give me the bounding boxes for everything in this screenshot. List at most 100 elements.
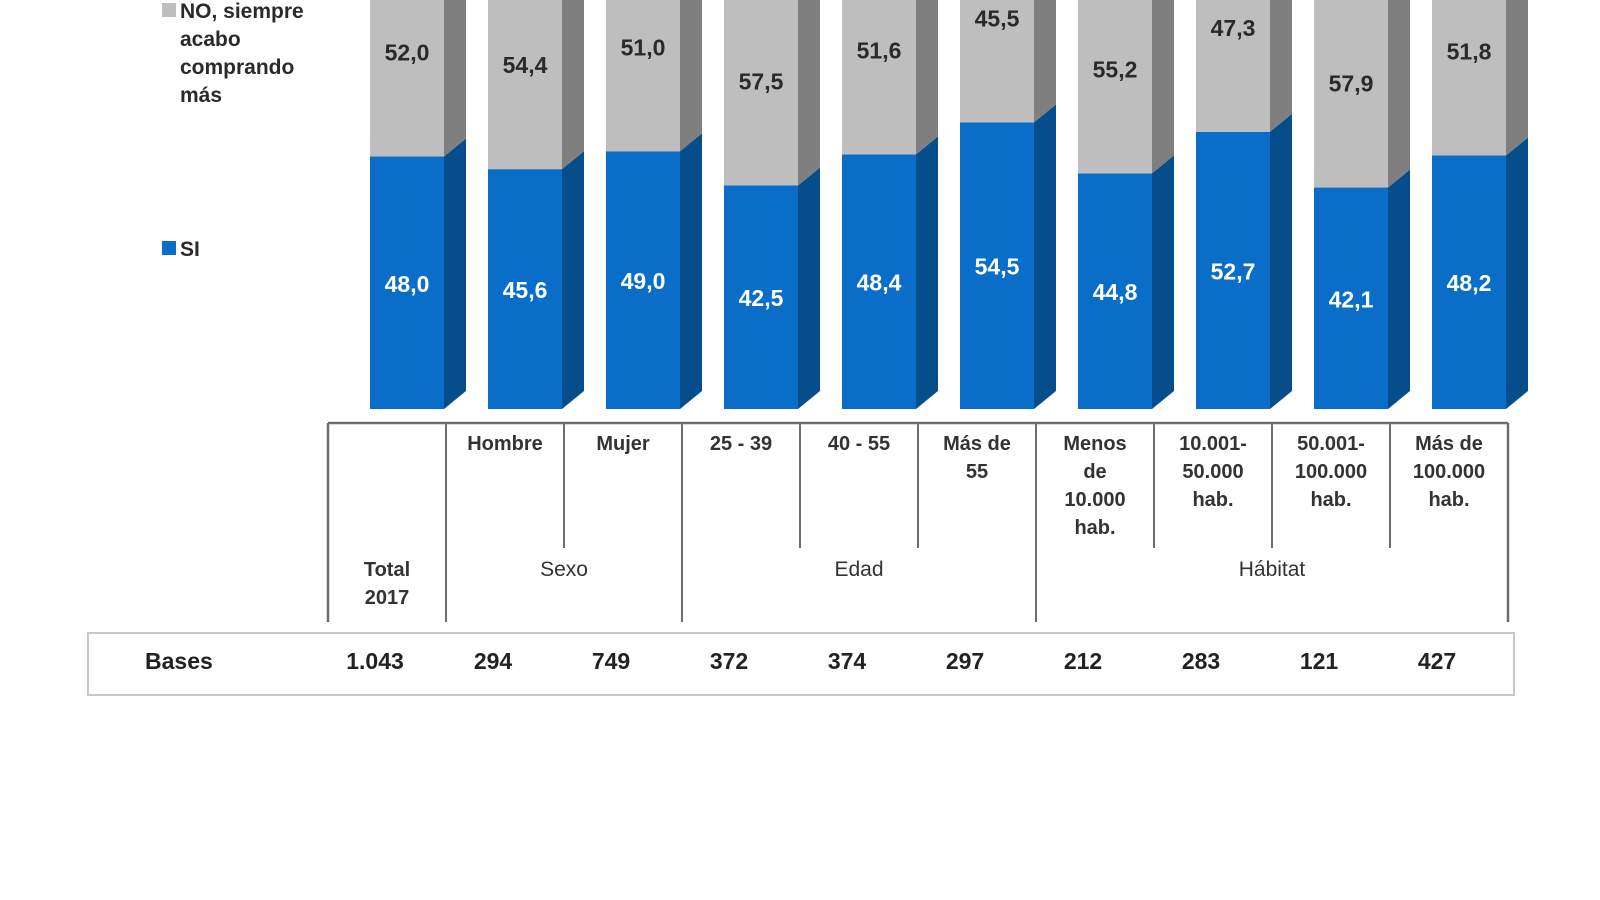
bar-si — [1078, 173, 1152, 409]
bar-side-no — [1270, 0, 1292, 132]
data-label-si: 52,7 — [1211, 258, 1256, 284]
category-label-line: 100.000 — [1294, 461, 1368, 483]
data-label-no: 55,2 — [1093, 56, 1138, 82]
bar-side-si — [1506, 137, 1528, 409]
group-label-edad: Edad — [834, 558, 884, 581]
bar-si — [1432, 155, 1506, 409]
bar-si — [488, 169, 562, 409]
category-label-line: hab. — [1192, 489, 1234, 511]
bar-side-no — [680, 0, 702, 152]
bar-si — [1196, 131, 1270, 409]
bar-no — [842, 0, 916, 155]
data-label-si: 45,6 — [503, 277, 548, 303]
bar-no — [1196, 0, 1270, 132]
group-label-habitat: Hábitat — [1238, 558, 1306, 581]
bar-side-no — [1152, 0, 1174, 174]
bar-side-no — [916, 0, 938, 155]
data-label-si: 54,5 — [975, 254, 1020, 280]
category-label: Total 2017 — [328, 556, 446, 612]
base-value: 283 — [1181, 648, 1221, 674]
category-label-line: 10.000 — [1064, 489, 1126, 511]
data-label-no: 47,3 — [1211, 15, 1256, 41]
category-label: 50.001- 100.000 hab. — [1272, 430, 1390, 514]
category-label-line: Más de — [943, 433, 1011, 455]
data-label-si: 42,1 — [1329, 286, 1374, 312]
category-label-line: Menos — [1063, 433, 1127, 455]
bar-side-si — [680, 133, 702, 409]
base-value: 212 — [1063, 648, 1103, 674]
category-label: 25 - 39 — [682, 430, 800, 458]
base-value: 294 — [473, 648, 513, 674]
data-label-si: 44,8 — [1093, 279, 1138, 305]
category-label-line: de — [1083, 461, 1107, 483]
bar-no — [606, 0, 680, 152]
bar-no — [370, 0, 444, 157]
data-label-no: 57,5 — [739, 68, 784, 94]
category-label-line: hab. — [1428, 489, 1470, 511]
bar-side-no — [444, 0, 466, 157]
category-label-line: 2017 — [364, 587, 410, 609]
base-value: 427 — [1417, 648, 1457, 674]
bar-side-si — [798, 167, 820, 409]
bar-side-si — [916, 136, 938, 409]
category-label-line: 50.000 — [1182, 461, 1244, 483]
bar-no — [1078, 0, 1152, 174]
bar-si — [960, 122, 1034, 409]
data-label-no: 54,4 — [503, 52, 548, 78]
category-label-line: 10.001- — [1179, 433, 1247, 455]
bases-row — [87, 632, 1515, 696]
legend-label-no: NO, siempre acabo comprando más — [180, 0, 304, 107]
bar-no — [960, 0, 1034, 123]
data-label-si: 48,2 — [1447, 270, 1492, 296]
category-label: Hombre — [446, 430, 564, 458]
category-label: Más de 100.000 hab. — [1390, 430, 1508, 514]
legend-swatch-si — [162, 241, 176, 255]
data-label-no: 51,8 — [1447, 38, 1492, 64]
category-label-line: Más de — [1415, 433, 1483, 455]
legend-item-si: SI — [162, 236, 200, 264]
category-label-line: Mujer — [596, 433, 650, 455]
data-label-no: 51,6 — [857, 37, 902, 63]
base-value: 297 — [945, 648, 985, 674]
bar-side-no — [798, 0, 820, 186]
bar-side-no — [1034, 0, 1056, 123]
bar-si — [1314, 187, 1388, 409]
category-label-line: 55 — [965, 461, 989, 483]
base-value: 1.043 — [346, 648, 404, 674]
category-label-line: 40 - 55 — [827, 433, 891, 455]
bar-si — [370, 156, 444, 409]
data-label-no: 45,5 — [975, 5, 1020, 31]
category-label-line: Hombre — [467, 433, 543, 455]
category-label-line: Total — [363, 559, 411, 581]
legend-label-si: SI — [180, 238, 200, 261]
category-label: 40 - 55 — [800, 430, 918, 458]
data-label-si: 48,0 — [385, 271, 430, 297]
bases-label: Bases — [145, 648, 213, 674]
bar-side-si — [1152, 155, 1174, 409]
bar-no — [1314, 0, 1388, 188]
bar-side-no — [562, 0, 584, 170]
bar-no — [1432, 0, 1506, 156]
category-label-line: hab. — [1310, 489, 1352, 511]
category-label-line: 100.000 — [1412, 461, 1486, 483]
category-label: 10.001- 50.000 hab. — [1154, 430, 1272, 514]
data-label-no: 52,0 — [385, 40, 430, 66]
category-label: Mujer — [564, 430, 682, 458]
base-value: 374 — [827, 648, 867, 674]
data-label-si: 49,0 — [621, 268, 666, 294]
base-value: 121 — [1299, 648, 1339, 674]
bar-side-si — [562, 151, 584, 410]
category-label-line: 50.001- — [1297, 433, 1365, 455]
base-value: 749 — [591, 648, 631, 674]
data-label-si: 48,4 — [857, 270, 902, 296]
data-label-si: 42,5 — [739, 285, 784, 311]
category-label-line: hab. — [1074, 517, 1116, 539]
bar-side-no — [1506, 0, 1528, 156]
group-label-sexo: Sexo — [540, 558, 588, 581]
data-label-no: 57,9 — [1329, 71, 1374, 97]
bar-side-si — [1270, 113, 1292, 409]
bar-si — [606, 151, 680, 409]
bar-no — [488, 0, 562, 170]
data-label-no: 51,0 — [621, 34, 666, 60]
